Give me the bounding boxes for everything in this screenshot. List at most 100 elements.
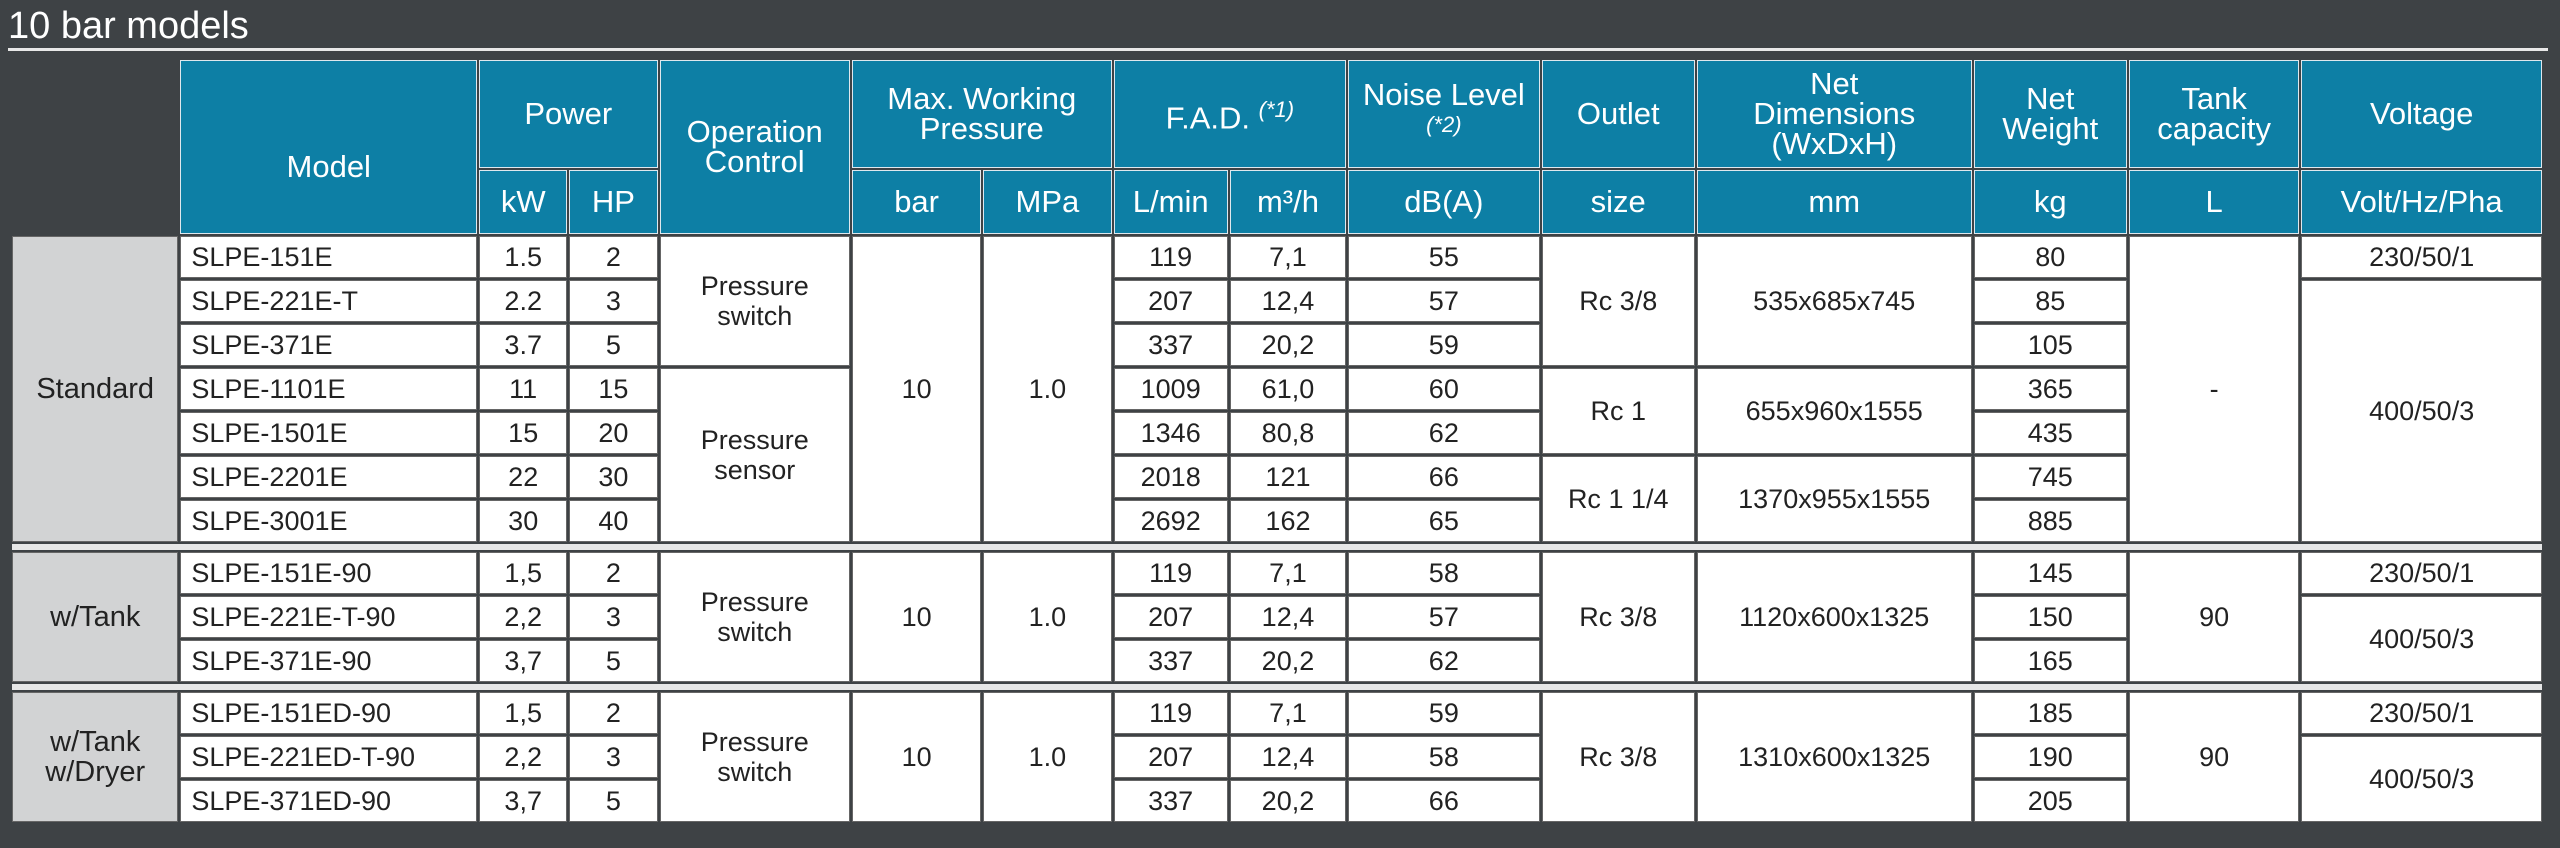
corner [12, 60, 178, 234]
unit-cell: L/min [1113, 170, 1228, 234]
power-hp: 20 [569, 412, 658, 454]
unit-cell: Volt/Hz/Pha [2301, 170, 2542, 234]
pressure-bar: 10 [851, 552, 982, 682]
fad-m3h: 80,8 [1229, 412, 1347, 454]
header-cell: Operation Control [659, 60, 850, 234]
title: 10 bar models [8, 2, 2548, 51]
net-weight: 185 [1973, 692, 2127, 734]
noise-level: 62 [1348, 640, 1540, 682]
power-kw: 1,5 [479, 552, 568, 594]
table-row: SLPE-221E-T 2.2 3 207 12,4 57 85 400/50/3 [12, 280, 2542, 542]
net-weight: 165 [1973, 640, 2127, 682]
dimensions: 655x960x1555 [1696, 368, 1972, 454]
model: SLPE-371ED-90 [180, 780, 478, 822]
table-row: SLPE-1101E 11 15 Pressure sensor 1009 61,0 60 R… [12, 368, 2542, 542]
header-cell: Max. Working Pressure [851, 60, 1112, 168]
power-hp: 5 [569, 640, 658, 682]
unit-cell: L [2128, 170, 2300, 234]
dimensions: 1310x600x1325 [1696, 692, 1972, 822]
table-body: Standard SLPE-151E 1.5 2 Pressure switch 10 1.… [12, 236, 2542, 822]
header-cell: Voltage [2301, 60, 2542, 168]
unit-cell: size [1541, 170, 1695, 234]
model: SLPE-151E [180, 236, 478, 278]
header-cell: Model [180, 60, 478, 234]
noise-level: 59 [1348, 692, 1540, 734]
unit-cell: MPa [983, 170, 1112, 234]
operation-control: Pressure switch [659, 692, 850, 822]
unit-cell: bar [851, 170, 982, 234]
fad-m3h: 12,4 [1229, 280, 1347, 322]
table-row: SLPE-371E 3.7 5 337 20,2 59 105 [12, 324, 2542, 366]
fad-lmin: 207 [1113, 596, 1228, 638]
power-kw: 15 [479, 412, 568, 454]
net-weight: 190 [1973, 736, 2127, 778]
table-row: SLPE-371E-90 3,7 5 337 20,2 62 165 [12, 640, 2542, 682]
voltage: 230/50/1 [2301, 236, 2542, 278]
header-text: F.A.D. [1165, 100, 1250, 136]
power-hp: 40 [569, 500, 658, 542]
model: SLPE-151ED-90 [180, 692, 478, 734]
voltage: 230/50/1 [2301, 692, 2542, 734]
pressure-mpa: 1.0 [983, 552, 1112, 682]
power-kw: 1,5 [479, 692, 568, 734]
table-row: SLPE-2201E 22 30 2018 121 66 Rc 1 1/4 1370x955x… [12, 456, 2542, 542]
model: SLPE-371E [180, 324, 478, 366]
model: SLPE-1501E [180, 412, 478, 454]
fad-m3h: 61,0 [1229, 368, 1347, 410]
pressure-mpa: 1.0 [983, 692, 1112, 822]
footnote-mark: (*1) [1258, 96, 1295, 122]
header-cell: Noise Level (*2) [1348, 60, 1540, 168]
fad-m3h: 20,2 [1229, 640, 1347, 682]
separator [12, 544, 2542, 550]
header-cell: Net Dimensions (WxDxH) [1696, 60, 1972, 168]
fad-m3h: 121 [1229, 456, 1347, 498]
group-name: w/Tank [12, 552, 179, 682]
noise-level: 57 [1348, 280, 1540, 322]
power-hp: 3 [569, 280, 658, 322]
table-row: SLPE-1501E 15 20 1346 80,8 62 435 [12, 412, 2542, 454]
fad-lmin: 207 [1113, 280, 1228, 322]
table-row: Standard SLPE-151E 1.5 2 Pressure switch 10 1.… [12, 236, 2542, 542]
unit-cell: m³/h [1229, 170, 1347, 234]
pressure-bar: 10 [851, 236, 982, 542]
power-kw: 3,7 [479, 640, 568, 682]
outlet-size: Rc 1 [1541, 368, 1695, 454]
table-row: SLPE-371ED-90 3,7 5 337 20,2 66 205 [12, 780, 2542, 822]
dimensions: 1370x955x1555 [1696, 456, 1972, 542]
model: SLPE-371E-90 [180, 640, 478, 682]
power-kw: 3.7 [479, 324, 568, 366]
group-separator [12, 684, 2542, 690]
fad-lmin: 2692 [1113, 500, 1228, 542]
net-weight: 205 [1973, 780, 2127, 822]
noise-level: 60 [1348, 368, 1540, 410]
outlet-size: Rc 1 1/4 [1541, 456, 1695, 542]
operation-control: Pressure switch [659, 552, 850, 682]
separator [12, 684, 2542, 690]
noise-level: 55 [1348, 236, 1540, 278]
net-weight: 85 [1973, 280, 2127, 322]
unit-cell: dB(A) [1348, 170, 1540, 234]
model: SLPE-3001E [180, 500, 478, 542]
fad-m3h: 20,2 [1229, 780, 1347, 822]
table-row: w/Tank SLPE-151E-90 1,5 2 Pressure switch 10 1… [12, 552, 2542, 682]
fad-lmin: 207 [1113, 736, 1228, 778]
operation-control: Pressure sensor [659, 368, 850, 542]
header-cell: F.A.D. (*1) [1113, 60, 1347, 168]
net-weight: 885 [1973, 500, 2127, 542]
tank-capacity: 90 [2128, 692, 2300, 822]
group-separator [12, 544, 2542, 550]
fad-lmin: 2018 [1113, 456, 1228, 498]
unit-cell: kW [479, 170, 568, 234]
table-row: SLPE-221E-T-90 2,2 3 207 12,4 57 150 400/50/3 [12, 596, 2542, 682]
net-weight: 150 [1973, 596, 2127, 638]
noise-level: 66 [1348, 780, 1540, 822]
fad-lmin: 1009 [1113, 368, 1228, 410]
group-name: w/Tank w/Dryer [12, 692, 179, 822]
voltage: 400/50/3 [2301, 736, 2542, 822]
power-kw: 30 [479, 500, 568, 542]
header-cell: Power [479, 60, 658, 168]
fad-lmin: 337 [1113, 780, 1228, 822]
fad-m3h: 7,1 [1229, 692, 1347, 734]
power-hp: 30 [569, 456, 658, 498]
model: SLPE-2201E [180, 456, 478, 498]
